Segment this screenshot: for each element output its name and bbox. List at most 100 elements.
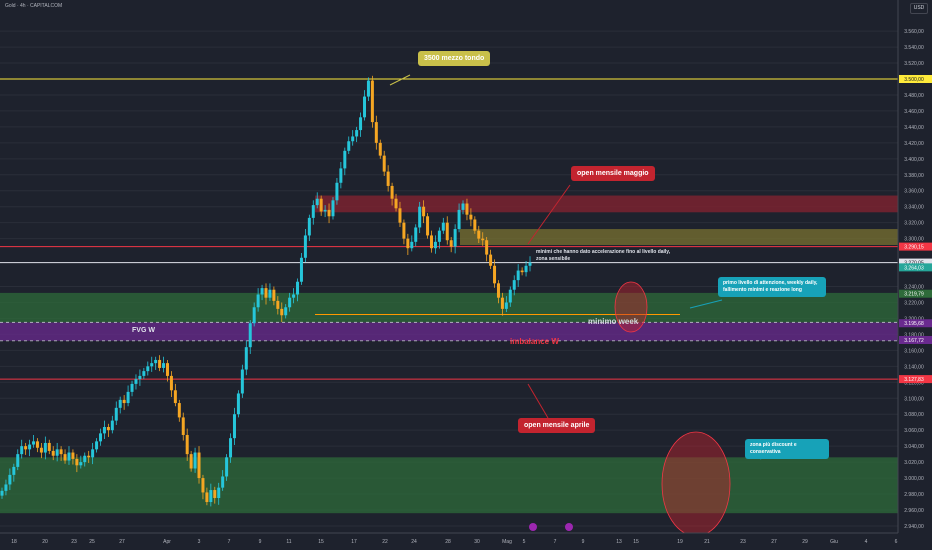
note-minimi[interactable]: minimi che hanno dato accelerazione fino…: [536, 249, 671, 262]
candle-body: [71, 452, 75, 459]
candle-body: [35, 441, 39, 448]
price-label-bg: [899, 263, 932, 272]
zone-fvg: [0, 322, 898, 341]
candle-body: [359, 117, 363, 131]
candle-body: [500, 297, 504, 309]
candle-body: [79, 462, 83, 466]
time-tick: Mag: [502, 539, 512, 545]
price-label: 3.264,03: [904, 265, 924, 271]
note-open-maggio[interactable]: open mensile maggio: [571, 166, 655, 181]
candle-body: [213, 490, 217, 499]
candle-body: [410, 241, 414, 249]
highlight-ellipse-week: [614, 281, 648, 333]
candle-body: [91, 449, 95, 458]
candle-body: [87, 455, 91, 458]
price-tick: 3.360,00: [904, 189, 924, 195]
price-tick: 3.540,00: [904, 45, 924, 51]
candle-body: [406, 238, 410, 249]
time-tick: 27: [119, 539, 125, 545]
label-imbalance-w: imbalance W: [510, 337, 559, 346]
candle-body: [508, 289, 512, 303]
candle-body: [209, 490, 213, 503]
candle-body: [181, 417, 185, 435]
zone-yellow: [460, 229, 898, 246]
candle-body: [83, 455, 87, 463]
candle-body: [516, 270, 520, 281]
candle-body: [260, 288, 264, 295]
price-label: 3.167,72: [904, 338, 924, 344]
candle-body: [390, 185, 394, 199]
price-label: 3.127,83: [904, 377, 924, 383]
price-tick: 3.440,00: [904, 125, 924, 131]
time-tick: 18: [11, 539, 17, 545]
candle-body: [335, 182, 339, 201]
price-tick: 3.040,00: [904, 444, 924, 450]
candle-body: [217, 487, 221, 499]
price-tick: 3.100,00: [904, 396, 924, 402]
candle-body: [512, 280, 516, 290]
candle-body: [146, 366, 150, 372]
time-tick: 7: [554, 539, 557, 545]
candle-body: [493, 265, 497, 284]
label-minimo-week: minimo week: [588, 317, 639, 326]
candle-body: [331, 200, 335, 217]
candle-body: [437, 230, 441, 242]
candle-body: [75, 458, 79, 466]
event-icon[interactable]: [529, 523, 537, 531]
candle-body: [126, 391, 130, 404]
price-tick: 3.060,00: [904, 428, 924, 434]
candle-body: [292, 294, 296, 298]
candle-body: [185, 434, 189, 455]
candle-body: [110, 420, 114, 431]
candle-body: [481, 238, 485, 241]
note-mezzo-tondo[interactable]: 3500 mezzo tondo: [418, 51, 491, 66]
candle-body: [264, 288, 268, 298]
candle-body: [520, 270, 524, 273]
zone-zona: [0, 457, 898, 514]
candle-body: [453, 229, 457, 247]
candle-body: [173, 390, 177, 404]
candle-body: [323, 209, 327, 212]
time-tick: 19: [677, 539, 683, 545]
candle-body: [118, 399, 122, 408]
price-label: 3.290,15: [904, 245, 924, 251]
candle-body: [461, 203, 465, 210]
time-tick: 20: [42, 539, 48, 545]
price-tick: 3.160,00: [904, 348, 924, 354]
candle-body: [296, 281, 300, 295]
time-tick: 6: [895, 539, 898, 545]
pointer-open-maggio: [527, 184, 571, 245]
price-tick: 3.420,00: [904, 141, 924, 147]
candle-body: [102, 426, 106, 434]
pointer-mezzo-tondo: [389, 74, 411, 86]
time-tick: Apr: [163, 539, 171, 545]
price-label: 3.219,79: [904, 292, 924, 298]
candle-body: [386, 171, 390, 186]
candle-body: [469, 214, 473, 220]
candle-body: [63, 454, 67, 461]
currency-button[interactable]: USD: [910, 3, 928, 14]
candle-body: [351, 136, 355, 142]
event-icon[interactable]: [565, 523, 573, 531]
price-label-bg: [899, 75, 932, 83]
note-open-aprile[interactable]: open mensile aprile: [518, 418, 596, 433]
candle-body: [457, 209, 461, 230]
candle-body: [382, 155, 386, 172]
candle-body: [28, 444, 32, 450]
candle-body: [95, 441, 99, 450]
candle-body: [477, 230, 481, 239]
note-primo-livello[interactable]: primo livello di attenzione, weekly dail…: [718, 277, 826, 297]
note-zona-discount[interactable]: zona più discount e conservativa: [745, 439, 829, 459]
candle-body: [177, 403, 181, 418]
candle-body: [327, 209, 331, 217]
price-tick: 3.000,00: [904, 476, 924, 482]
candle-body: [12, 466, 16, 475]
time-tick: 7: [228, 539, 231, 545]
price-tick: 2.940,00: [904, 524, 924, 530]
candle-body: [122, 399, 126, 404]
time-tick: 13: [616, 539, 622, 545]
candle-body: [150, 363, 154, 367]
price-tick: 2.960,00: [904, 508, 924, 514]
label-fvg-w: FVG W: [132, 327, 155, 334]
